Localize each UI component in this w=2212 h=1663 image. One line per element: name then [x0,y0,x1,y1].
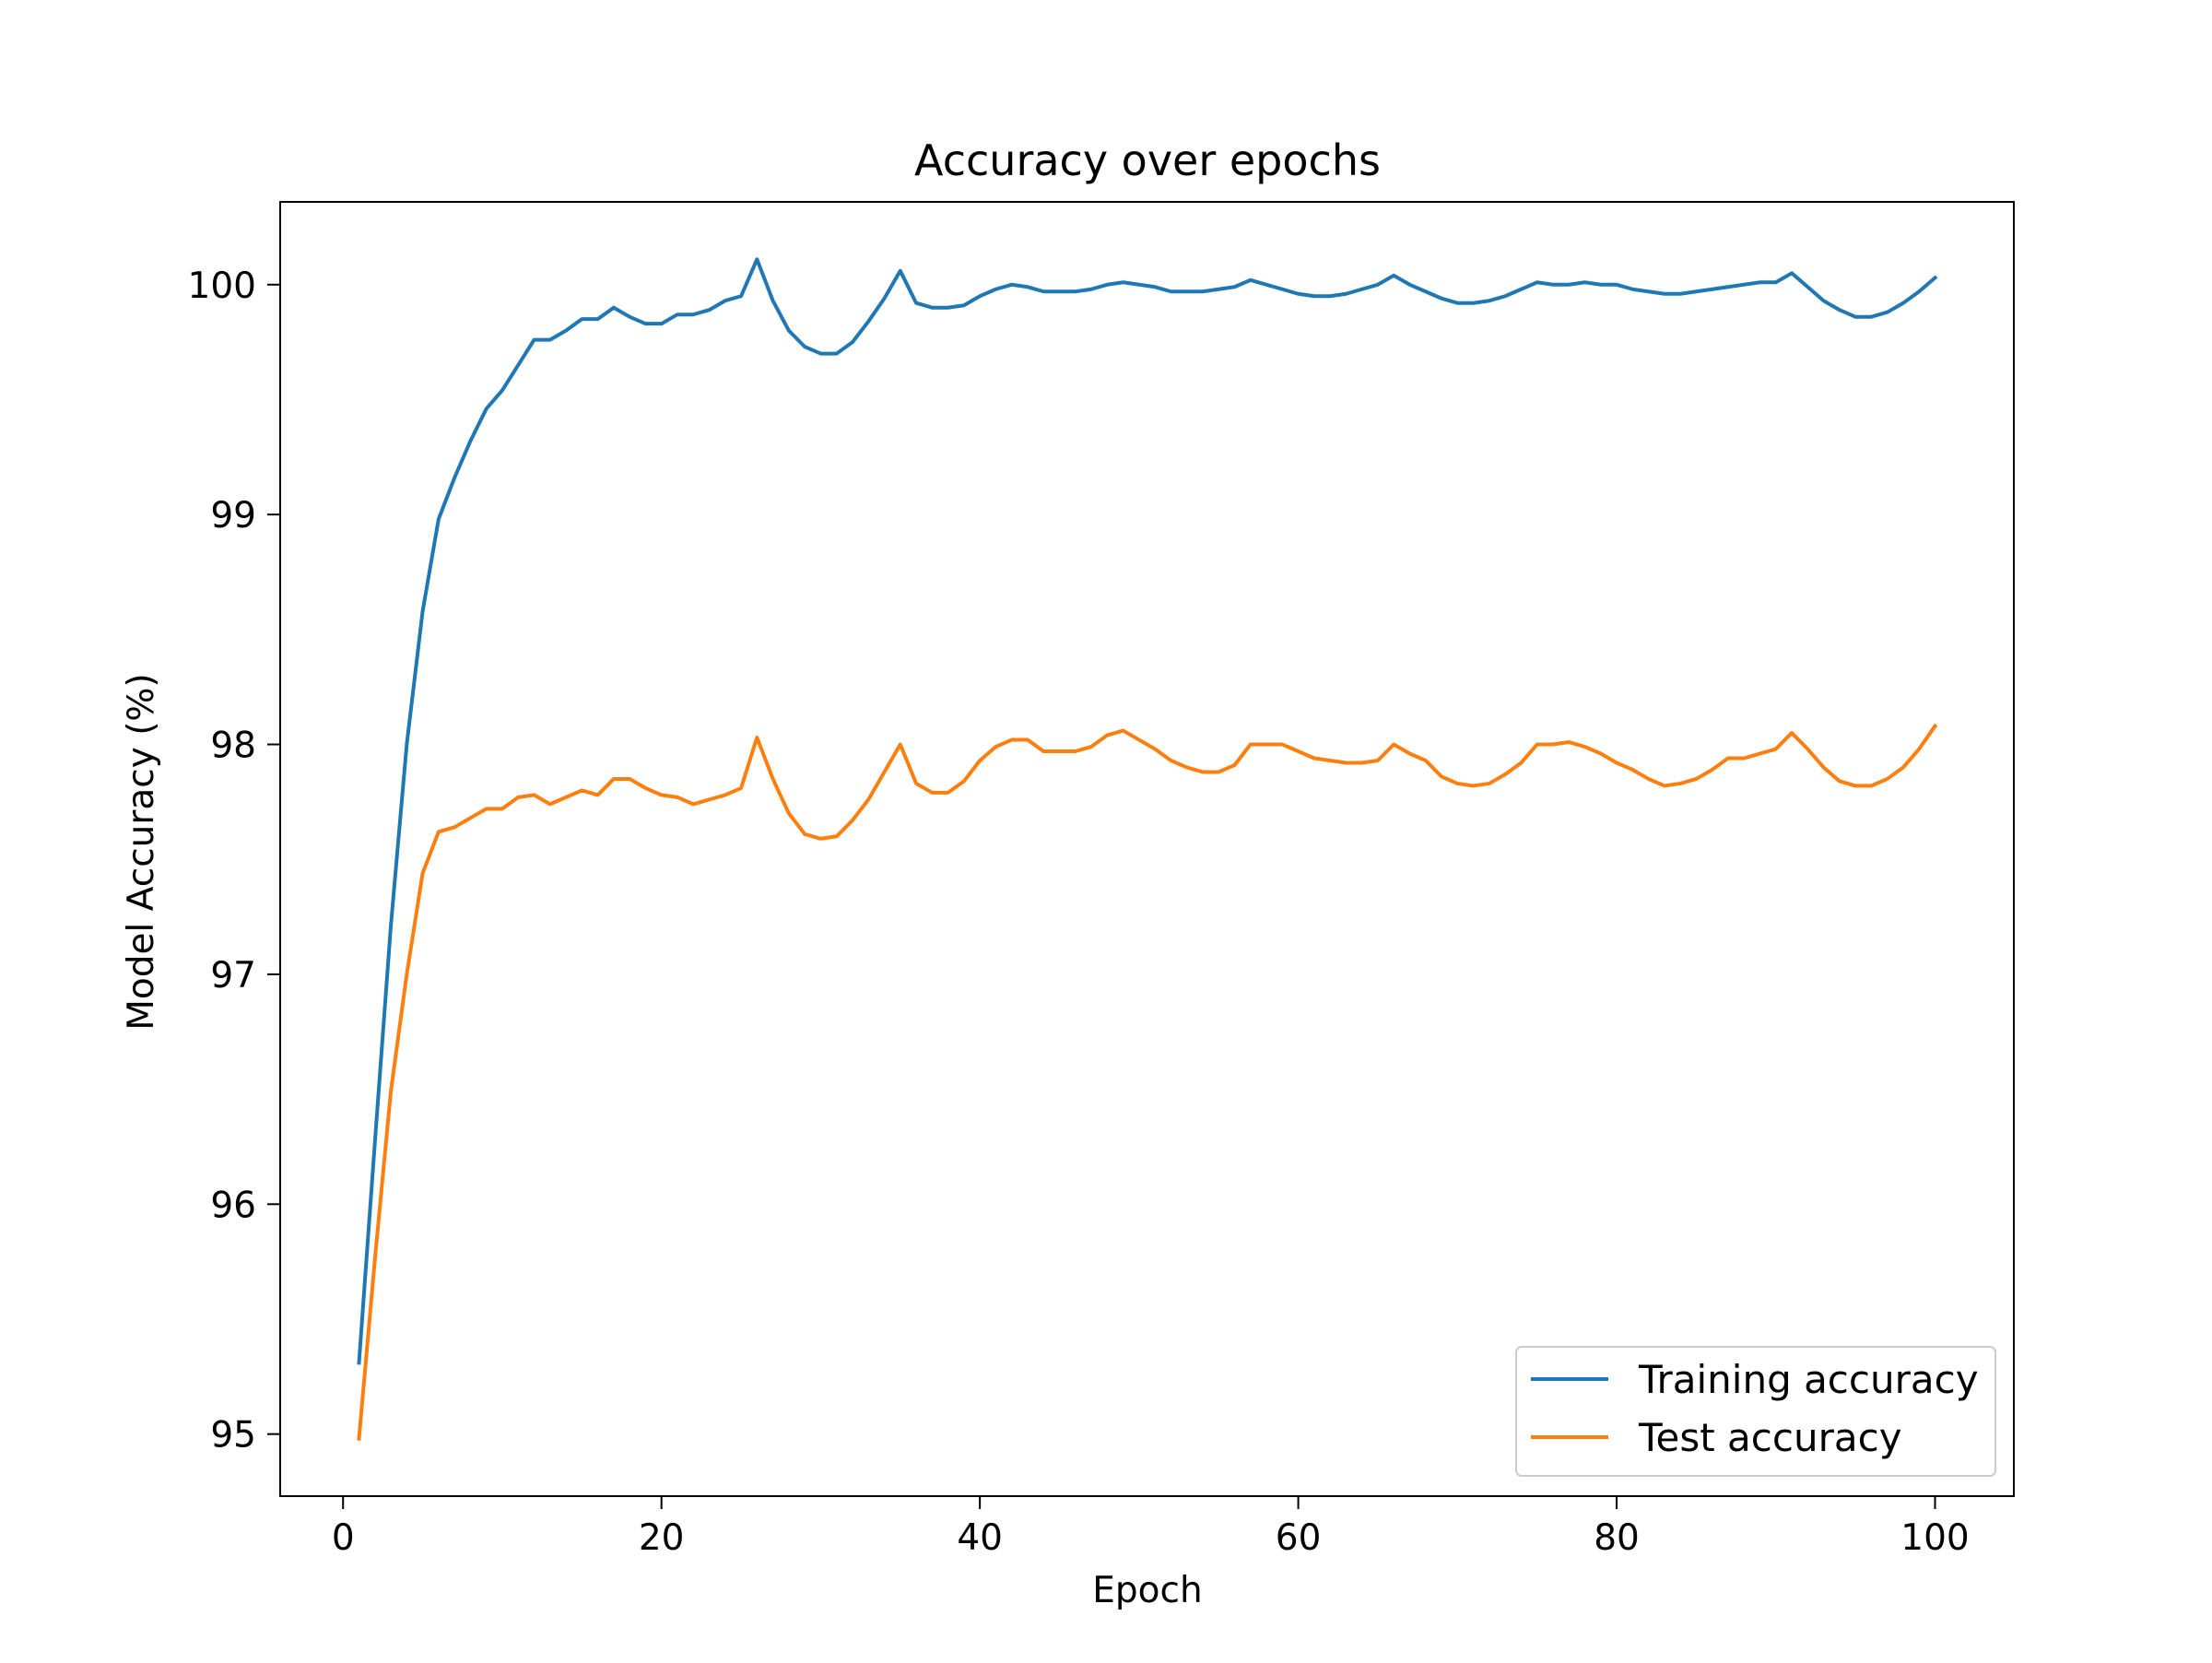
axes-frame [279,201,2015,1497]
x-tick-label-40: 40 [957,1517,1003,1559]
legend: Training accuracy Test accuracy [1515,1346,1996,1477]
y-tick-label-100: 100 [188,265,256,307]
x-axis-label: Epoch [1092,1570,1202,1611]
y-tick-label-98: 98 [210,725,256,767]
x-tick-label-80: 80 [1594,1517,1640,1559]
plot-area [357,257,1938,1441]
y-tick-label-99: 99 [210,495,256,537]
x-tick-label-0: 0 [332,1517,355,1559]
y-tick-label-95: 95 [210,1415,256,1457]
x-axis: 0 20 40 60 80 100 [332,1496,1970,1559]
x-tick-label-60: 60 [1276,1517,1322,1559]
series-line-training-accuracy [357,257,1938,1365]
y-axis: 95 96 97 98 99 100 [188,265,280,1457]
y-tick-label-96: 96 [210,1185,256,1226]
legend-box [1515,1346,1996,1477]
series-line-test-accuracy [357,723,1938,1441]
chart-title: Accuracy over epochs [914,136,1381,185]
x-tick-label-100: 100 [1900,1517,1969,1559]
y-tick-label-97: 97 [210,955,256,997]
legend-label-training-accuracy: Training accuracy [1638,1357,1979,1402]
y-axis-label: Model Accuracy (%) [121,673,162,1030]
legend-label-test-accuracy: Test accuracy [1638,1415,1902,1460]
x-tick-label-20: 20 [639,1517,685,1559]
